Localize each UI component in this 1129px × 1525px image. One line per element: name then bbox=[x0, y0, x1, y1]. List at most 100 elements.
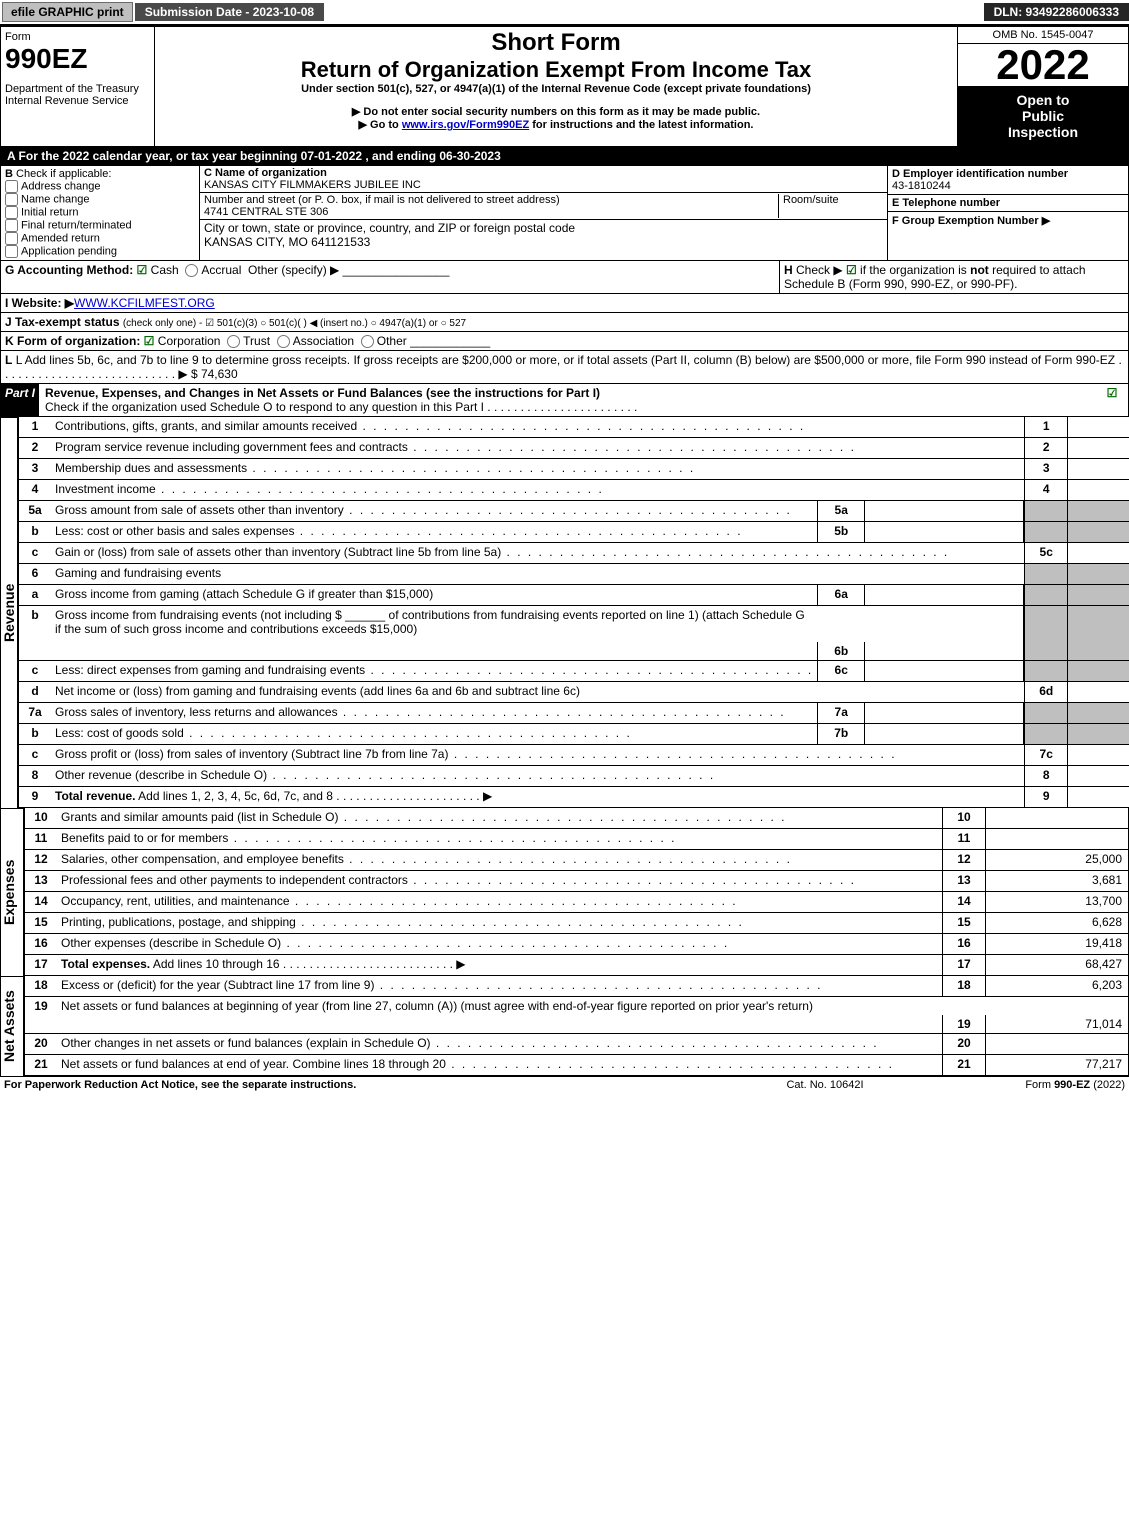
accrual-radio[interactable] bbox=[185, 264, 198, 277]
application-pending-checkbox[interactable] bbox=[5, 245, 18, 258]
line-6b-sub: 6b bbox=[817, 642, 865, 660]
trust-label: Trust bbox=[243, 334, 270, 348]
section-c-block: C Name of organizationKANSAS CITY FILMMA… bbox=[200, 166, 887, 260]
line-3-no: 3 bbox=[19, 459, 51, 479]
irs-label: Internal Revenue Service bbox=[5, 95, 150, 107]
section-gh: G Accounting Method: ☑ Cash Accrual Othe… bbox=[0, 261, 1129, 294]
line-10-desc: Grants and similar amounts paid (list in… bbox=[57, 808, 942, 828]
line-7a-no: 7a bbox=[19, 703, 51, 723]
line-6c-desc: Less: direct expenses from gaming and fu… bbox=[51, 661, 817, 681]
form-number: 990EZ bbox=[5, 43, 150, 75]
section-i: I Website: ▶WWW.KCFILMFEST.ORG bbox=[0, 294, 1129, 313]
line-17-val: 68,427 bbox=[985, 955, 1128, 975]
line-3-val bbox=[1067, 459, 1129, 479]
section-j: J Tax-exempt status (check only one) - ☑… bbox=[0, 313, 1129, 332]
line-11-rn: 11 bbox=[942, 829, 985, 849]
ein-value: 43-1810244 bbox=[892, 180, 951, 192]
line-19-rn: 19 bbox=[942, 1015, 985, 1033]
line-5c-desc: Gain or (loss) from sale of assets other… bbox=[51, 543, 1024, 563]
room-suite-label: Room/suite bbox=[778, 194, 883, 218]
revenue-block: Revenue 1Contributions, gifts, grants, a… bbox=[0, 417, 1129, 808]
line-18-val: 6,203 bbox=[985, 976, 1128, 996]
line-13-desc: Professional fees and other payments to … bbox=[57, 871, 942, 891]
line-6a-no: a bbox=[19, 585, 51, 605]
website-link[interactable]: WWW.KCFILMFEST.ORG bbox=[74, 296, 215, 310]
line-7b-shade2 bbox=[1067, 724, 1129, 744]
assoc-radio[interactable] bbox=[277, 335, 290, 348]
part1-title: Revenue, Expenses, and Changes in Net As… bbox=[45, 386, 600, 400]
line-21-rn: 21 bbox=[942, 1055, 985, 1075]
initial-return-checkbox[interactable] bbox=[5, 206, 18, 219]
section-def-block: D Employer identification number43-18102… bbox=[887, 166, 1128, 260]
line-7b-subval bbox=[865, 724, 1024, 744]
org-name: KANSAS CITY FILMMAKERS JUBILEE INC bbox=[204, 179, 421, 191]
line-18-rn: 18 bbox=[942, 976, 985, 996]
group-exemption-label: F Group Exemption Number ▶ bbox=[892, 215, 1050, 227]
form-org-label: K Form of organization: bbox=[5, 334, 140, 348]
line-12-rn: 12 bbox=[942, 850, 985, 870]
h-label: H bbox=[784, 263, 793, 277]
top-bar: efile GRAPHIC print Submission Date - 20… bbox=[0, 0, 1129, 26]
line-5b-sub: 5b bbox=[817, 522, 865, 542]
line-6a-subval bbox=[865, 585, 1024, 605]
line-1-desc: Contributions, gifts, grants, and simila… bbox=[51, 417, 1024, 437]
line-17-desc: Total expenses. Add lines 10 through 16 … bbox=[57, 955, 942, 975]
efile-print-button[interactable]: efile GRAPHIC print bbox=[2, 2, 133, 22]
address-change-checkbox[interactable] bbox=[5, 180, 18, 193]
line-14-rn: 14 bbox=[942, 892, 985, 912]
instruction-goto: ▶ Go to www.irs.gov/Form990EZ for instru… bbox=[161, 118, 951, 131]
cash-label: Cash bbox=[151, 263, 179, 277]
line-12-val: 25,000 bbox=[985, 850, 1128, 870]
gross-receipts-value: ▶ $ 74,630 bbox=[178, 367, 237, 381]
address-change-label: Address change bbox=[21, 180, 101, 192]
tax-exempt-label: J Tax-exempt status bbox=[5, 315, 120, 329]
cash-checkmark-icon: ☑ bbox=[137, 263, 148, 277]
part1-header-row: Part I Revenue, Expenses, and Changes in… bbox=[0, 384, 1129, 417]
trust-radio[interactable] bbox=[227, 335, 240, 348]
line-21-desc: Net assets or fund balances at end of ye… bbox=[57, 1055, 942, 1075]
line-6c-sub: 6c bbox=[817, 661, 865, 681]
other-org-radio[interactable] bbox=[361, 335, 374, 348]
amended-return-checkbox[interactable] bbox=[5, 232, 18, 245]
line-20-no: 20 bbox=[25, 1034, 57, 1054]
line-15-no: 15 bbox=[25, 913, 57, 933]
line-14-val: 13,700 bbox=[985, 892, 1128, 912]
line-2-val: 38,755 bbox=[1067, 438, 1129, 458]
line-6c-shade bbox=[1024, 661, 1067, 681]
line-5b-shade bbox=[1024, 522, 1067, 542]
h-text: Check ▶ ☑ if the organization is not req… bbox=[784, 263, 1086, 291]
line-6c-no: c bbox=[19, 661, 51, 681]
line-10-no: 10 bbox=[25, 808, 57, 828]
section-l: L L Add lines 5b, 6c, and 7b to line 9 t… bbox=[0, 351, 1129, 384]
form-label: Form bbox=[5, 31, 150, 43]
line-5a-no: 5a bbox=[19, 501, 51, 521]
line-4-no: 4 bbox=[19, 480, 51, 500]
line-8-rn: 8 bbox=[1024, 766, 1067, 786]
website-label: I Website: ▶ bbox=[5, 296, 74, 310]
line-11-val bbox=[985, 829, 1128, 849]
line-8-no: 8 bbox=[19, 766, 51, 786]
line-5b-no: b bbox=[19, 522, 51, 542]
line-6b-no: b bbox=[19, 606, 51, 660]
line-7b-sub: 7b bbox=[817, 724, 865, 744]
line-7b-shade bbox=[1024, 724, 1067, 744]
assoc-label: Association bbox=[293, 334, 354, 348]
line-11-no: 11 bbox=[25, 829, 57, 849]
line-2-no: 2 bbox=[19, 438, 51, 458]
line-7a-sub: 7a bbox=[817, 703, 865, 723]
irs-link[interactable]: www.irs.gov/Form990EZ bbox=[402, 119, 529, 131]
line-17-rn: 17 bbox=[942, 955, 985, 975]
final-return-checkbox[interactable] bbox=[5, 219, 18, 232]
tax-exempt-options: (check only one) - ☑ 501(c)(3) ○ 501(c)(… bbox=[123, 318, 466, 329]
line-20-val bbox=[985, 1034, 1128, 1054]
line-4-val bbox=[1067, 480, 1129, 500]
corp-label: Corporation bbox=[158, 334, 221, 348]
line-7b-desc: Less: cost of goods sold bbox=[51, 724, 817, 744]
return-title: Return of Organization Exempt From Incom… bbox=[161, 57, 951, 83]
name-change-label: Name change bbox=[21, 193, 90, 205]
line-13-rn: 13 bbox=[942, 871, 985, 891]
final-return-label: Final return/terminated bbox=[21, 219, 132, 231]
name-change-checkbox[interactable] bbox=[5, 193, 18, 206]
line-6a-shade bbox=[1024, 585, 1067, 605]
line-7a-subval bbox=[865, 703, 1024, 723]
